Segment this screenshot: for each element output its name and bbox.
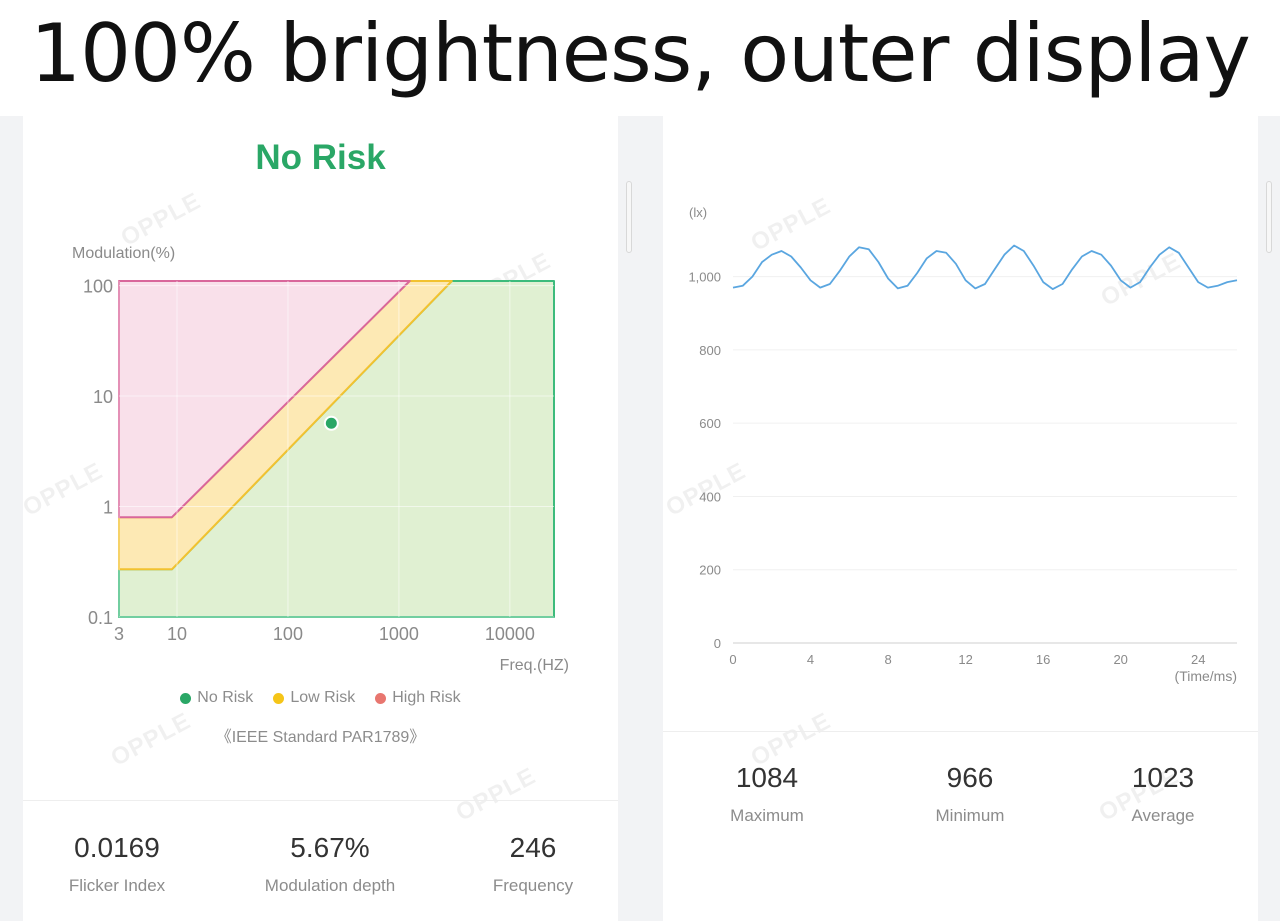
stat-modulation-depth: 5.67% Modulation depth: [230, 832, 430, 896]
legend-item-no-risk: No Risk: [180, 689, 253, 707]
flicker-risk-panel: OPPLE OPPLE OPPLE OPPLE OPPLE No Risk 0.…: [18, 116, 618, 921]
header-banner: 100% brightness, outer display: [0, 0, 1280, 116]
legend-label: High Risk: [392, 689, 461, 706]
divider: [23, 800, 618, 801]
stat-value: 1023: [1131, 762, 1195, 793]
x-tick-label: 16: [1036, 652, 1050, 667]
x-tick-label: 4: [807, 652, 814, 667]
stat-label: Flicker Index: [68, 876, 166, 895]
stat-maximum: 1084 Maximum: [667, 762, 867, 826]
x-tick-label: 10000: [485, 624, 535, 644]
x-axis-label: Freq.(HZ): [500, 657, 569, 674]
y-axis-label: (lx): [689, 205, 707, 220]
stat-value: 1084: [735, 762, 799, 793]
stat-label: Maximum: [730, 806, 804, 825]
x-tick-label: 20: [1113, 652, 1127, 667]
legend-dot-icon: [273, 692, 285, 704]
legend-item-low-risk: Low Risk: [273, 689, 355, 707]
legend-item-high-risk: High Risk: [375, 689, 461, 707]
stat-flicker-index: 0.0169 Flicker Index: [17, 832, 217, 896]
legend-dot-icon: [180, 692, 192, 704]
x-tick-label: 24: [1191, 652, 1205, 667]
stat-frequency: 246 Frequency: [433, 832, 633, 896]
waveform-line: [732, 244, 1238, 290]
y-tick-label: 200: [699, 563, 721, 578]
stat-label: Minimum: [935, 806, 1005, 825]
flicker-risk-chart: 0.1 1 10 100 3 10 100 1000 10000 Modulation(%) Fre…: [72, 245, 569, 674]
y-tick-label: 800: [699, 343, 721, 358]
stat-label: Frequency: [492, 876, 574, 895]
divider: [663, 731, 1258, 732]
stat-value: 966: [946, 762, 994, 793]
x-tick-label: 10: [167, 624, 187, 644]
x-axis-label: (Time/ms): [1175, 668, 1237, 684]
legend-label: Low Risk: [290, 689, 356, 706]
stat-label: Modulation depth: [264, 876, 396, 895]
x-tick-label: 8: [884, 652, 891, 667]
y-tick-label: 0: [714, 636, 721, 651]
watermark: OPPLE: [451, 762, 541, 827]
x-tick-label: 3: [114, 624, 124, 644]
y-tick-label: 100: [83, 277, 113, 297]
risk-level-title: No Risk: [255, 138, 386, 177]
y-axis-label: Modulation(%): [72, 245, 175, 262]
x-tick-label: 0: [729, 652, 736, 667]
chart-legend: No Risk Low Risk High Risk: [23, 689, 618, 707]
standard-reference: 《IEEE Standard PAR1789》: [215, 729, 426, 746]
legend-dot-icon: [375, 692, 387, 704]
stat-value: 5.67%: [290, 832, 370, 863]
measurement-point: [323, 415, 339, 431]
y-tick-label: 600: [699, 416, 721, 431]
scrollbar-thumb[interactable]: [626, 181, 632, 253]
waveform-panel: OPPLE OPPLE OPPLE OPPLE OPPLE 0 200 400 600…: [661, 116, 1258, 921]
x-tick-label: 1000: [379, 624, 419, 644]
y-tick-label: 1,000: [688, 270, 721, 285]
stat-label: Average: [1131, 806, 1195, 825]
light-waveform-chart: 0 200 400 600 800 1,000 0 4 8 12 16 20 24 (lx) (Time/m…: [688, 205, 1238, 684]
stat-average: 1023 Average: [1063, 762, 1263, 826]
stat-value: 246: [509, 832, 557, 863]
legend-label: No Risk: [197, 689, 254, 706]
stat-value: 0.0169: [74, 832, 160, 863]
page-title: 100% brightness, outer display: [30, 6, 1251, 100]
y-tick-label: 400: [699, 489, 721, 504]
y-tick-label: 0.1: [88, 608, 113, 628]
y-tick-label: 1: [103, 498, 113, 518]
x-tick-label: 12: [958, 652, 972, 667]
stat-minimum: 966 Minimum: [870, 762, 1070, 826]
scrollbar-thumb[interactable]: [1266, 181, 1272, 253]
y-tick-label: 10: [93, 387, 113, 407]
x-tick-label: 100: [273, 624, 303, 644]
